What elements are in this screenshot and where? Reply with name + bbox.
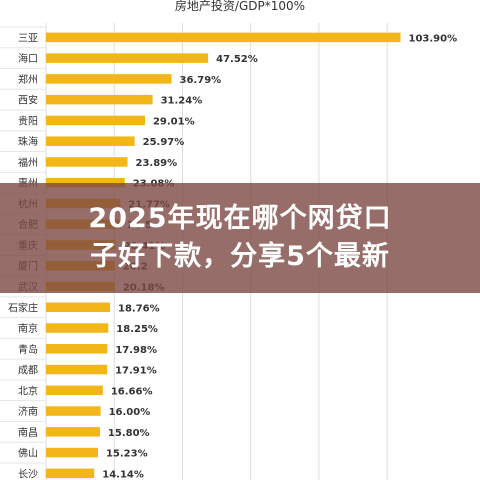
bar-1 [46,53,209,63]
value-label: 17.98% [115,345,157,356]
category-label: 南京 [18,322,38,335]
bar-21 [46,468,95,479]
bar-4 [46,115,145,126]
category-label: 郑州 [18,73,38,86]
value-label: 18.76% [118,303,160,314]
value-label: 36.79% [180,75,222,86]
value-label: 14.14% [102,469,144,480]
bar-5 [46,136,135,146]
bar-13 [46,302,111,313]
category-label: 福州 [18,156,38,169]
bar-2 [46,74,172,84]
category-label: 贵阳 [18,114,38,127]
bar-0 [46,32,401,43]
value-label: 31.24% [161,96,203,107]
bar-15 [46,344,108,354]
value-label: 25.97% [143,137,185,148]
value-label: 47.52% [216,54,258,65]
overlay-line-1: 2025年现在哪个网贷口 [88,203,392,234]
chart-title: 房地产投资/GDP*100% [174,0,306,13]
value-label: 16.00% [109,407,151,418]
bar-16 [46,364,108,375]
value-label: 15.23% [106,449,148,460]
category-label: 长沙 [18,468,38,480]
value-label: 16.66% [111,386,153,397]
category-label: 佛山 [18,447,38,460]
bar-6 [46,157,128,167]
category-label: 北京 [18,384,38,397]
value-label: 29.01% [153,116,195,127]
category-label: 三亚 [18,33,38,44]
bar-7 [46,177,125,188]
category-label: 南昌 [18,426,38,439]
category-label: 海口 [18,52,38,65]
bar-20 [46,447,98,458]
bar-19 [46,427,100,437]
value-label: 17.91% [115,366,157,377]
value-label: 103.90% [409,33,458,44]
value-label: 23.89% [136,158,178,169]
category-label: 珠海 [18,135,38,148]
bar-3 [46,94,153,105]
value-label: 18.25% [116,324,158,335]
category-label: 济南 [18,405,38,418]
bar-14 [46,323,109,333]
bar-17 [46,385,103,396]
category-label: 成都 [18,365,38,377]
overlay-line-2: 子好下款，分享5个最新 [90,241,390,272]
category-label: 青岛 [18,343,38,356]
overlay-banner [0,183,480,293]
overlay-headline: 2025年现在哪个网贷口 子好下款，分享5个最新 [0,200,480,276]
category-label: 西安 [18,94,38,107]
category-label: 石家庄 [8,301,38,314]
bar-18 [46,406,101,416]
value-label: 15.80% [108,428,150,439]
